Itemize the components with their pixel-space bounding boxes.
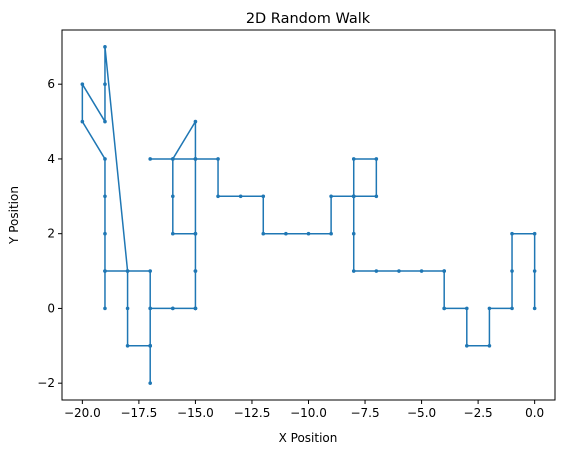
walk-point: [329, 194, 333, 199]
walk-point: [103, 45, 107, 49]
walk-point: [125, 344, 130, 348]
walk-point: [171, 306, 175, 311]
y-tick-label: 6: [47, 77, 55, 91]
walk-point: [510, 306, 514, 311]
walk-point: [171, 194, 175, 199]
walk-point: [419, 269, 424, 273]
walk-path-line: [81, 46, 536, 384]
x-tick-label: 0.0: [525, 406, 544, 420]
y-tick-label: 2: [47, 227, 55, 241]
y-tick-label: −2: [37, 376, 55, 390]
walk-point: [532, 231, 537, 236]
walk-point: [103, 119, 107, 124]
walk-point: [125, 269, 130, 273]
x-tick-label: −15.0: [177, 406, 214, 420]
walk-point: [193, 269, 198, 273]
walk-point: [103, 269, 107, 273]
x-tick-label: −7.5: [350, 406, 379, 420]
walk-point: [193, 306, 198, 311]
walk-point: [374, 194, 379, 199]
walk-point: [80, 82, 85, 86]
walk-point: [306, 231, 311, 236]
walk-point: [397, 269, 401, 273]
walk-point: [148, 269, 152, 273]
walk-point: [238, 194, 243, 199]
y-axis-label: Y Position: [7, 186, 21, 245]
walk-point: [261, 194, 266, 199]
y-axis-ticks: −2 0 2 4 6: [37, 77, 62, 390]
x-axis-label: X Position: [279, 431, 338, 445]
x-tick-label: −10.0: [290, 406, 327, 420]
walk-point: [442, 269, 446, 273]
x-tick-label: −2.5: [464, 406, 493, 420]
y-tick-label: 4: [47, 152, 55, 166]
walk-point: [351, 157, 356, 161]
walk-point: [284, 231, 288, 236]
walk-point: [103, 157, 107, 161]
walk-point: [216, 194, 220, 199]
walk-point: [487, 306, 492, 311]
walk-point: [80, 119, 85, 124]
x-tick-label: −17.5: [120, 406, 157, 420]
data-layer: [80, 45, 537, 385]
walk-point: [465, 344, 469, 348]
walk-point: [103, 231, 107, 236]
walk-point: [148, 157, 152, 161]
walk-point: [193, 119, 198, 124]
x-tick-label: −5.0: [407, 406, 436, 420]
plot-area: [62, 30, 555, 400]
walk-point: [125, 306, 130, 311]
walk-point: [148, 344, 152, 348]
walk-point: [487, 344, 492, 348]
walk-point: [193, 157, 198, 161]
walk-point: [510, 269, 514, 273]
walk-point: [261, 231, 266, 236]
walk-point: [216, 157, 220, 161]
walk-point: [351, 269, 356, 273]
walk-point: [510, 231, 514, 236]
walk-point: [374, 157, 379, 161]
walk-point: [329, 231, 333, 236]
y-tick-label: 0: [47, 301, 55, 315]
walk-point: [103, 82, 107, 86]
walk-point: [532, 269, 537, 273]
x-tick-label: −12.5: [234, 406, 271, 420]
walk-point: [193, 231, 198, 236]
walk-point: [374, 269, 379, 273]
walk-point: [171, 231, 175, 236]
walk-point: [171, 157, 175, 161]
x-axis-ticks: −20.0 −17.5 −15.0 −12.5 −10.0 −7.5 −5.0 −2.5 0.0: [64, 400, 544, 420]
walk-point: [465, 306, 469, 311]
walk-point: [442, 306, 446, 311]
walk-point: [351, 231, 356, 236]
walk-point: [148, 381, 152, 385]
walk-point: [351, 194, 356, 199]
x-tick-label: −20.0: [64, 406, 101, 420]
walk-point: [103, 306, 107, 311]
walk-point: [103, 194, 107, 199]
chart-title: 2D Random Walk: [246, 11, 371, 27]
walk-point: [148, 306, 152, 311]
walk-point: [532, 306, 537, 311]
